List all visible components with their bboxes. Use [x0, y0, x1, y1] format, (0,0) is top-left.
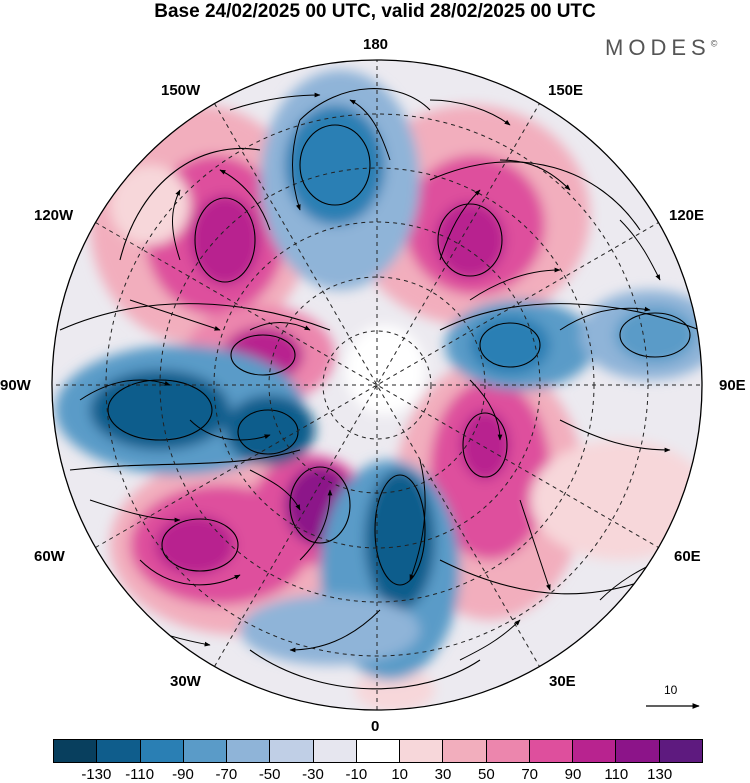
colorbar-swatch: [270, 740, 314, 762]
colorbar-swatch: [529, 740, 574, 762]
geopotential-contours: [59, 88, 701, 690]
lon-label-180: 180: [363, 36, 389, 53]
colorbar-swatch: [486, 740, 530, 762]
figure-title: Base 24/02/2025 00 UTC, valid 28/02/2025…: [154, 1, 596, 22]
lon-label-30w: 30W: [170, 673, 201, 690]
colorbar-tick-label: 10: [391, 766, 408, 783]
lon-label-90e: 90E: [719, 377, 746, 394]
wind-streamlines: [79, 92, 671, 661]
colorbar-swatch: [573, 740, 617, 762]
colorbar-tick-label: -90: [172, 766, 194, 783]
lon-label-120w: 120W: [34, 207, 74, 224]
colorbar-swatch: [97, 740, 141, 762]
reference-vector-label: 10: [664, 683, 678, 697]
colorbar-tick-label: -50: [258, 766, 281, 783]
colorbar-tick-label: -70: [215, 766, 238, 783]
colorbar-tick-label: -110: [125, 766, 155, 783]
colorbar-tick-label: 110: [604, 766, 629, 783]
anomaly-field: [52, 60, 702, 710]
colorbar-swatch: [54, 740, 98, 762]
copyright-mark: ©: [710, 38, 718, 49]
map-boundary: [51, 59, 703, 711]
lon-label-120e: 120E: [669, 207, 705, 224]
colorbar-swatch: [616, 740, 660, 762]
colorbar-swatch: [443, 740, 487, 762]
colorbar-tick-label: 130: [647, 766, 673, 783]
colorbar-swatch: [140, 740, 184, 762]
colorbar-swatch: [659, 740, 702, 762]
colorbar-swatch: [313, 740, 357, 762]
colorbar-swatch: [227, 740, 271, 762]
lon-label-60w: 60W: [34, 548, 65, 565]
colorbar-tick-label: -30: [302, 766, 324, 783]
lon-label-90w: 90W: [0, 377, 31, 394]
lon-label-150e: 150E: [548, 82, 584, 99]
graticule: [52, 60, 702, 710]
brand-text: MODES: [605, 35, 711, 60]
colorbar-swatch: [400, 740, 444, 762]
colorbar-tick-label: 30: [434, 766, 452, 783]
colorbar-tick-label: 70: [521, 766, 538, 783]
colorbar-swatch: [183, 740, 228, 762]
colorbar-tick-label: -10: [345, 766, 368, 783]
colorbar-tick-label: 90: [564, 766, 582, 783]
colorbar-swatch: [356, 740, 401, 762]
lon-label-0: 0: [371, 718, 380, 735]
modes-logo: MODES©: [605, 35, 717, 61]
colorbar-tick-label: 50: [477, 766, 495, 783]
lon-label-30e: 30E: [549, 673, 576, 690]
colorbar: [53, 739, 703, 763]
lon-label-150w: 150W: [161, 82, 201, 99]
lon-label-60e: 60E: [674, 548, 701, 565]
colorbar-tick-label: -130: [81, 766, 112, 783]
